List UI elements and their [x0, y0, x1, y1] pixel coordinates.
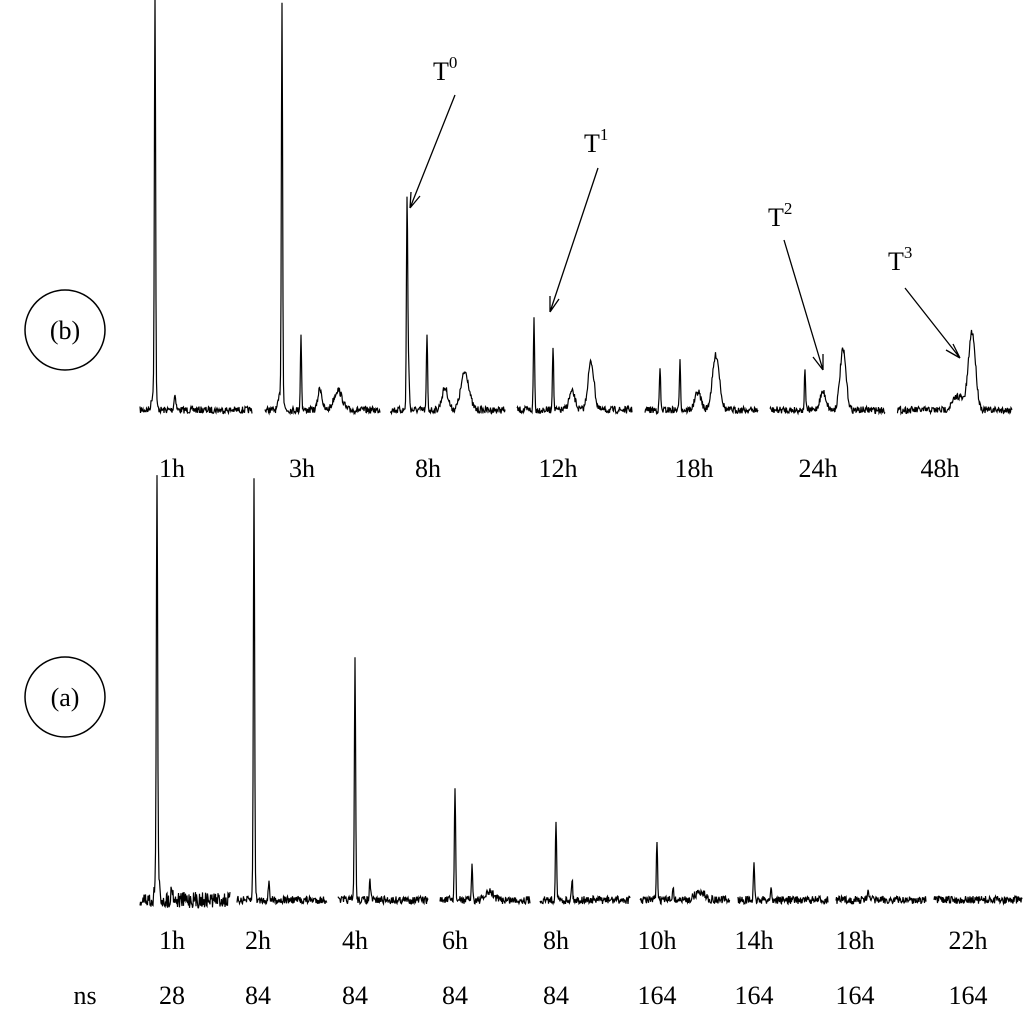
time-label: 18h [836, 926, 875, 955]
spectrum-trace [337, 657, 429, 907]
time-label: 12h [539, 454, 578, 483]
time-label: 48h [921, 454, 960, 483]
spectrum-trace [737, 862, 829, 906]
arrow [904, 287, 961, 359]
scans-label: ns [73, 981, 96, 1010]
arrow [783, 239, 824, 371]
time-label: 3h [289, 454, 315, 483]
spectrum-trace [236, 478, 328, 906]
spectrum-trace [933, 894, 1023, 906]
scans-value: 164 [949, 981, 988, 1010]
spectrum-trace [896, 329, 1013, 416]
spectrum-trace [439, 788, 531, 906]
annotation: T2 [768, 199, 792, 232]
scans-value: 164 [638, 981, 677, 1010]
panel-label: (a) [51, 683, 80, 712]
scans-value: 84 [245, 981, 271, 1010]
annotation: T3 [888, 243, 912, 276]
spectrum-trace [390, 196, 506, 416]
spectrum-trace [644, 352, 759, 416]
spectrum-trace [769, 347, 886, 416]
spectrum-trace [539, 821, 631, 906]
spectra [139, 0, 1023, 909]
spectrum-trace [139, 0, 253, 416]
time-label: 6h [442, 926, 468, 955]
annotations: T0 T1 T2 T3 [409, 53, 961, 371]
spectrum-trace [139, 475, 231, 909]
time-label: 10h [638, 926, 677, 955]
time-label: 8h [415, 454, 441, 483]
time-label: 14h [735, 926, 774, 955]
panel-circle [24, 289, 106, 371]
scans-value: 84 [543, 981, 569, 1010]
scans-value: 84 [442, 981, 468, 1010]
time-label: 1h [159, 454, 185, 483]
time-label: 2h [245, 926, 271, 955]
scans-value: 28 [159, 981, 185, 1010]
panel-label: (b) [50, 316, 80, 345]
panel-circle [24, 656, 106, 738]
scans-value: 164 [836, 981, 875, 1010]
time-label: 24h [799, 454, 838, 483]
time-label: 4h [342, 926, 368, 955]
spectrum-trace [516, 317, 633, 415]
scans-value: 164 [735, 981, 774, 1010]
spectrum-trace [639, 841, 731, 906]
spectrum-trace [264, 2, 381, 416]
time-label: 18h [675, 454, 714, 483]
arrow [549, 167, 599, 313]
time-label: 8h [543, 926, 569, 955]
scans-value: 84 [342, 981, 368, 1010]
annotation: T0 [433, 53, 457, 86]
spectrum-trace [835, 889, 927, 905]
time-label: 1h [159, 926, 185, 955]
time-label: 22h [949, 926, 988, 955]
annotation: T1 [584, 125, 608, 158]
labels: 1h 3h 8h 12h 18h 24h 48h 1h 2h 4h 6h 8h 10h 14h 18h 22h… [159, 454, 988, 1010]
arrow [409, 94, 456, 209]
